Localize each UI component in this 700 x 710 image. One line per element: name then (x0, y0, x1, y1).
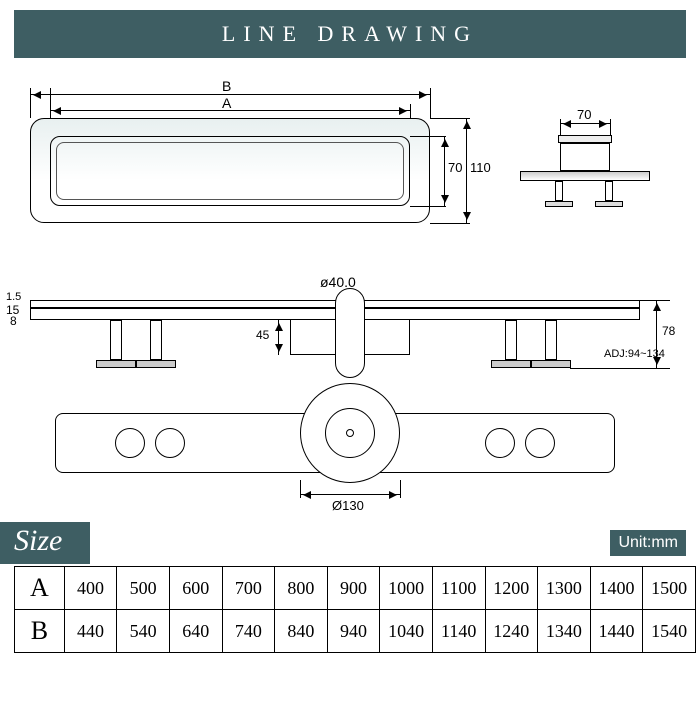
unit-label: Unit:mm (610, 530, 686, 556)
ext-line (410, 136, 446, 137)
dim-78-label: 78 (662, 324, 675, 338)
ext-line (410, 206, 446, 207)
title-banner: LINE DRAWING (14, 10, 686, 58)
plan-inner2-rect (56, 142, 404, 200)
foot-circle (155, 428, 185, 458)
leg (545, 320, 557, 360)
table-cell: 1040 (380, 610, 433, 653)
side-foot (545, 201, 573, 207)
table-cell: 1000 (380, 567, 433, 610)
dim-70 (444, 136, 445, 206)
dim-1p5: 1.5 (6, 291, 21, 303)
table-cell: 740 (222, 610, 275, 653)
side-leg (605, 181, 613, 201)
foot-circle (115, 428, 145, 458)
table-cell: 400 (64, 567, 117, 610)
dim-70-label: 70 (448, 160, 462, 175)
table-cell: 800 (275, 567, 328, 610)
foot (96, 360, 136, 368)
table-row: A400500600700800900100011001200130014001… (15, 567, 696, 610)
dim-b-label: B (222, 78, 231, 94)
side-foot (595, 201, 623, 207)
size-header-row: Size Unit:mm (0, 522, 686, 564)
table-cell: 1300 (538, 567, 591, 610)
ext-line (300, 480, 301, 498)
side-small-view: 70 (500, 143, 670, 233)
table-cell: 440 (64, 610, 117, 653)
side-tube (560, 143, 610, 171)
dim-8: 8 (10, 314, 17, 328)
foot-circle (525, 428, 555, 458)
table-row: B440540640740840940104011401240134014401… (15, 610, 696, 653)
dim-45 (278, 320, 279, 355)
row-header: A (15, 567, 65, 610)
table-cell: 940 (327, 610, 380, 653)
table-cell: 500 (117, 567, 170, 610)
dim-70w (560, 123, 610, 124)
bottom-circle-center (346, 429, 354, 437)
table-cell: 1500 (643, 567, 696, 610)
side-cap (558, 135, 612, 143)
foot (531, 360, 571, 368)
ext-line (640, 300, 670, 301)
dim-45-label: 45 (256, 328, 269, 342)
dim-70w-label: 70 (577, 107, 591, 122)
table-cell: 1140 (432, 610, 485, 653)
ext-line (50, 88, 51, 120)
table-cell: 1540 (643, 610, 696, 653)
table-cell: 900 (327, 567, 380, 610)
leg (150, 320, 162, 360)
foot (136, 360, 176, 368)
table-cell: 640 (169, 610, 222, 653)
table-cell: 840 (275, 610, 328, 653)
dim-a-label: A (222, 95, 231, 111)
dim-110-label: 110 (470, 160, 491, 175)
ext-line (430, 88, 431, 118)
front-view-section: 1.5 15 8 ø40.0 45 78 ADJ:94~134 Ø130 (0, 258, 700, 518)
dim-130 (300, 494, 400, 495)
foot (491, 360, 531, 368)
leg (505, 320, 517, 360)
adj-label: ADJ:94~134 (604, 348, 665, 360)
leg (110, 320, 122, 360)
ext-line (30, 88, 31, 118)
foot-circle (485, 428, 515, 458)
size-table: A400500600700800900100011001200130014001… (14, 566, 696, 653)
table-cell: 1340 (538, 610, 591, 653)
row-header: B (15, 610, 65, 653)
table-cell: 1100 (432, 567, 485, 610)
ext-line (430, 223, 470, 224)
side-flange (520, 171, 650, 181)
table-cell: 700 (222, 567, 275, 610)
table-cell: 1440 (590, 610, 643, 653)
dim-130-label: Ø130 (332, 498, 364, 513)
table-cell: 1400 (590, 567, 643, 610)
top-view-section: B A 70 110 70 (0, 88, 700, 248)
dim-110 (466, 118, 467, 223)
ext-line (570, 368, 670, 369)
table-cell: 1240 (485, 610, 538, 653)
ext-line (430, 118, 470, 119)
table-cell: 600 (169, 567, 222, 610)
ext-line (400, 480, 401, 498)
table-cell: 540 (117, 610, 170, 653)
front-pipe (335, 288, 365, 378)
side-leg (555, 181, 563, 201)
table-cell: 1200 (485, 567, 538, 610)
size-label: Size (0, 522, 90, 564)
